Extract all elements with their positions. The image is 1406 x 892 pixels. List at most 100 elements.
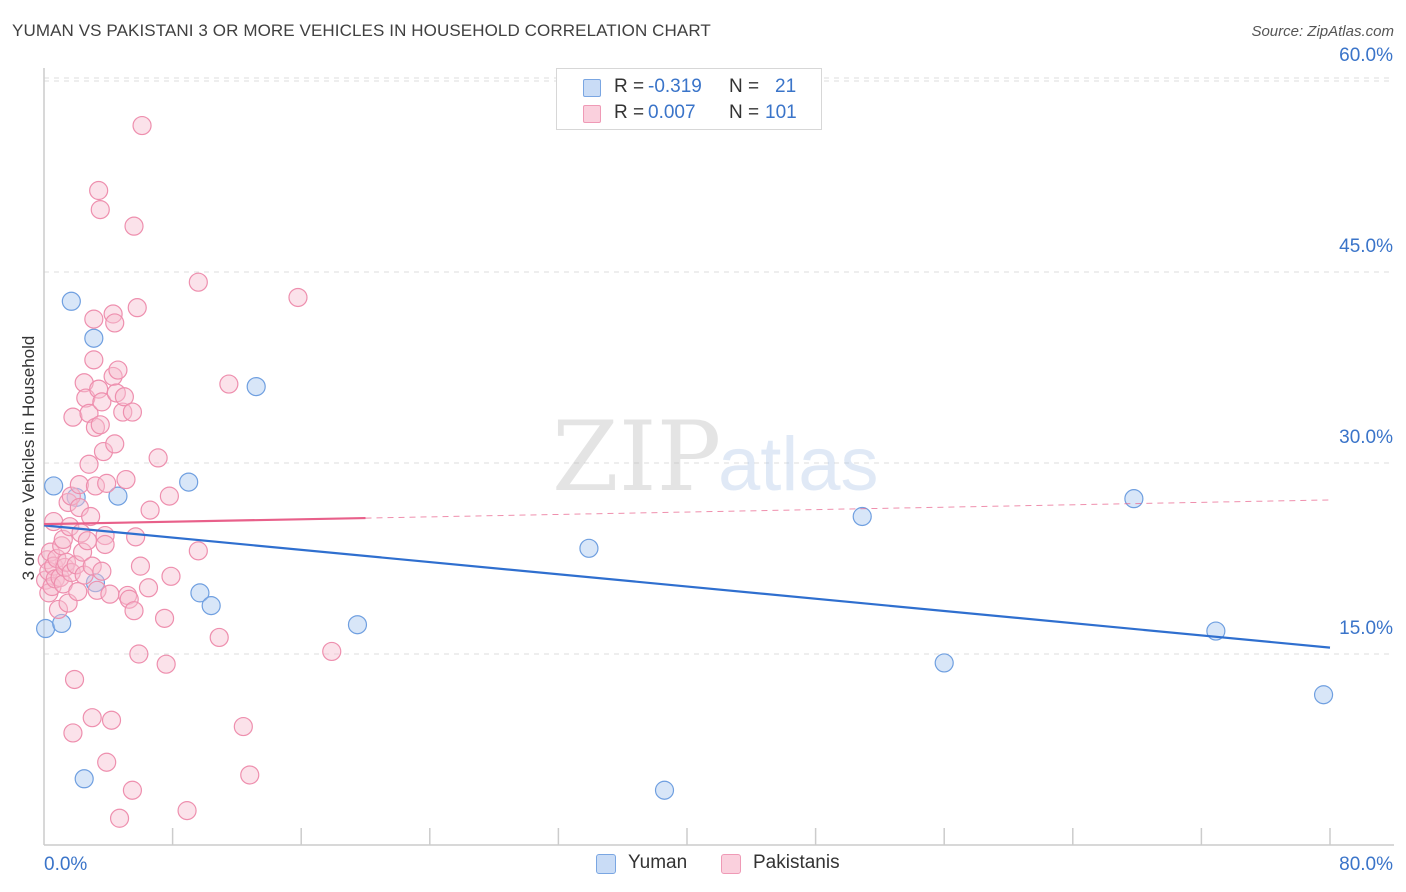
watermark-atlas: atlas	[718, 422, 879, 507]
point-pakistanis	[79, 403, 99, 423]
point-pakistanis	[219, 374, 239, 394]
point-pakistanis	[116, 469, 136, 490]
axes	[43, 68, 1394, 846]
point-pakistanis	[114, 387, 134, 407]
point-pakistanis	[156, 654, 176, 674]
point-yuman	[74, 769, 94, 789]
legend-r-value-pakistanis: 0.007	[648, 102, 696, 123]
point-yuman	[347, 615, 368, 635]
point-yuman	[44, 476, 64, 496]
y-tick-label: 15.0%	[1339, 618, 1393, 639]
legend-n-value-yuman: 21	[775, 76, 797, 97]
legend-r-value-yuman: -0.319	[648, 76, 702, 97]
point-pakistanis	[97, 752, 117, 772]
bottom-legend-swatch-pakistanis	[721, 854, 741, 874]
point-pakistanis	[90, 415, 110, 435]
source-label: Source: ZipAtlas.com	[1251, 23, 1394, 40]
point-pakistanis	[72, 542, 93, 562]
point-pakistanis	[61, 486, 81, 506]
point-pakistanis	[122, 780, 143, 800]
point-pakistanis	[124, 216, 144, 236]
point-pakistanis	[82, 556, 102, 576]
y-tick-label: 60.0%	[1339, 45, 1393, 66]
point-pakistanis	[119, 589, 139, 609]
point-pakistanis	[126, 527, 146, 547]
point-pakistanis	[105, 313, 125, 333]
point-pakistanis	[85, 476, 106, 496]
point-pakistanis	[74, 373, 94, 393]
legend-swatch-yuman	[583, 79, 601, 97]
point-yuman	[85, 573, 106, 593]
point-pakistanis	[138, 578, 159, 598]
legend-n-label: N =	[729, 102, 760, 123]
point-pakistanis	[124, 601, 144, 621]
point-pakistanis	[95, 534, 115, 555]
watermark: ZIP atlas	[552, 401, 879, 513]
point-yuman	[108, 486, 128, 506]
x-tick-label-max: 80.0%	[1339, 854, 1393, 875]
point-pakistanis	[101, 710, 122, 730]
legend-n-label: N =	[729, 76, 760, 97]
point-yuman	[179, 472, 199, 492]
correlation-legend: R = -0.319 N = 21 R = 0.007 N = 101	[556, 68, 822, 130]
point-pakistanis	[84, 309, 104, 329]
point-pakistanis	[105, 434, 125, 454]
y-tick-label: 30.0%	[1339, 427, 1393, 448]
axis-labels: 15.0% 30.0% 45.0% 60.0% 0.0% 80.0% 3 or more V…	[19, 45, 1393, 875]
point-pakistanis	[130, 556, 151, 576]
point-pakistanis	[48, 599, 69, 620]
point-yuman	[654, 780, 675, 800]
point-pakistanis	[63, 407, 83, 427]
point-pakistanis	[154, 608, 175, 628]
point-pakistanis	[140, 500, 160, 520]
trend-line-pakistanis-solid	[43, 516, 366, 526]
legend-r-label: R =	[614, 102, 645, 123]
point-pakistanis	[132, 115, 152, 136]
point-yuman	[190, 583, 210, 603]
point-pakistanis	[322, 641, 342, 662]
legend-row-yuman: R = -0.319 N = 21	[557, 76, 823, 102]
point-pakistanis	[122, 402, 143, 422]
point-pakistanis	[77, 531, 98, 551]
point-yuman	[1313, 685, 1334, 705]
point-yuman	[934, 653, 954, 673]
point-pakistanis	[68, 582, 88, 602]
point-yuman	[84, 328, 104, 348]
point-pakistanis	[81, 506, 101, 527]
legend-swatch-pakistanis	[583, 105, 601, 123]
legend-n-value-pakistanis: 101	[765, 102, 797, 123]
point-pakistanis	[148, 448, 168, 468]
point-pakistanis	[113, 402, 133, 422]
point-yuman	[852, 506, 872, 527]
legend-r-label: R =	[614, 76, 645, 97]
y-tick-label: 45.0%	[1339, 236, 1393, 257]
point-pakistanis	[89, 180, 109, 201]
trend-line-yuman	[43, 524, 1331, 649]
point-yuman	[1124, 489, 1144, 509]
data-points	[36, 115, 1334, 828]
point-pakistanis	[92, 561, 112, 581]
point-pakistanis	[109, 808, 130, 828]
point-pakistanis	[209, 627, 229, 648]
trend-lines	[43, 499, 1331, 649]
point-pakistanis	[240, 765, 260, 785]
y-axis-title: 3 or more Vehicles in Household	[19, 336, 38, 581]
point-pakistanis	[100, 584, 120, 604]
point-pakistanis	[288, 287, 308, 308]
trend-line-pakistanis-dashed	[365, 499, 1331, 519]
point-pakistanis	[92, 392, 112, 412]
point-pakistanis	[90, 200, 110, 220]
bottom-legend-label-pakistanis: Pakistanis	[753, 852, 840, 873]
point-pakistanis	[159, 486, 179, 506]
point-yuman	[201, 596, 221, 616]
point-yuman	[579, 538, 599, 558]
point-pakistanis	[69, 475, 89, 495]
point-pakistanis	[127, 298, 147, 318]
legend-row-pakistanis: R = 0.007 N = 101	[557, 102, 823, 128]
watermark-zip: ZIP	[552, 401, 721, 513]
point-pakistanis	[97, 473, 117, 493]
point-yuman	[36, 618, 56, 639]
point-pakistanis	[188, 541, 208, 561]
point-pakistanis	[161, 566, 181, 586]
